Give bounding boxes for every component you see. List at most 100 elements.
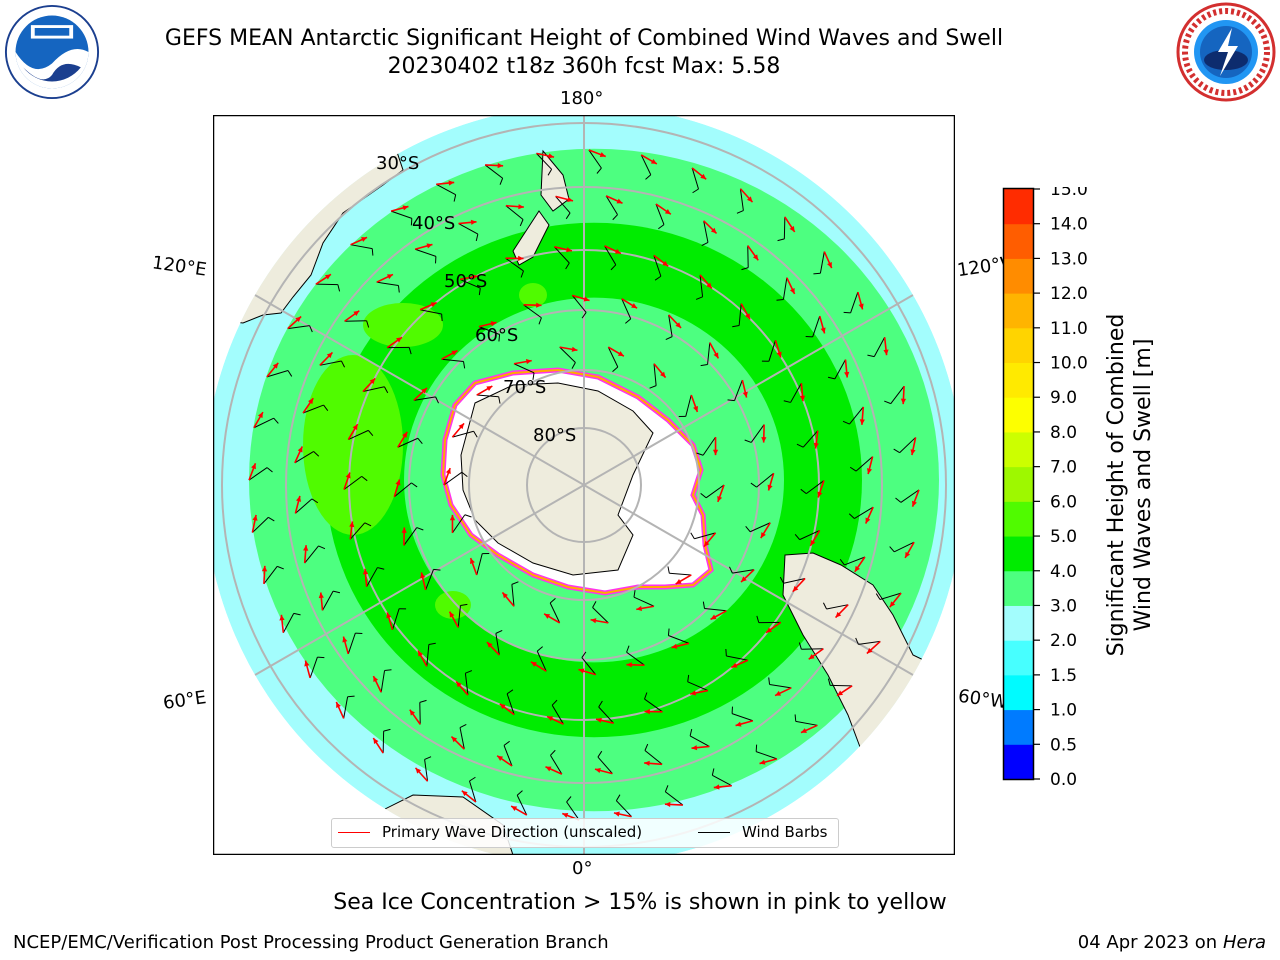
wind-barb (452, 514, 472, 534)
colorbar-tick-label: 9.0 (1050, 388, 1077, 408)
wind-barb (732, 303, 742, 328)
wind-barb (581, 651, 597, 675)
wave-arrow (362, 377, 376, 393)
wave-arrow (809, 530, 821, 547)
wave-arrow (699, 274, 713, 290)
wave-arrow (251, 514, 258, 533)
wave-arrow (717, 484, 725, 503)
wave-arrow (294, 446, 304, 464)
wind-barb (701, 220, 709, 247)
colorbar-swatch (1004, 640, 1033, 676)
wind-barb (621, 298, 632, 324)
wave-arrow (554, 246, 573, 253)
wind-barb (727, 379, 743, 402)
wind-barb (827, 678, 853, 687)
chart-subtitle: 20230402 t18z 360h fcst Max: 5.58 (387, 54, 781, 79)
wave-arrow (449, 514, 456, 533)
wave-arrow (691, 167, 707, 180)
wind-barb (598, 700, 614, 724)
wind-barb (348, 429, 374, 440)
colorbar-tick-label: 1.0 (1050, 701, 1077, 721)
colorbar-swatch (1004, 258, 1033, 294)
wave-arrow (910, 437, 917, 456)
chart-title: GEFS MEAN Antarctic Significant Height o… (164, 26, 1004, 51)
wind-barb (419, 309, 443, 322)
wave-arrow (536, 152, 555, 159)
colorbar-tick-label: 6.0 (1050, 492, 1077, 512)
wave-arrow (644, 760, 663, 766)
wave-arrow (767, 473, 775, 491)
wind-barb (605, 195, 618, 221)
wind-barb (700, 342, 711, 367)
wave-arrow (765, 621, 782, 634)
wave-arrow (621, 298, 638, 309)
legend-item-wave-direction: Primary Wave Direction (unscaled) (338, 823, 642, 841)
wave-direction-arrows (248, 149, 920, 821)
wave-arrow (760, 522, 771, 539)
wind-barb (664, 785, 684, 806)
wind-barb (744, 424, 765, 443)
wave-arrow (588, 149, 606, 158)
wind-barb (644, 692, 663, 713)
colorbar-tick-label: 5.0 (1050, 527, 1077, 547)
wave-arrow (461, 790, 477, 803)
wave-arrow (342, 636, 350, 655)
legend-wave-swatch (338, 831, 370, 833)
wind-barb (343, 475, 368, 490)
wind-barb (729, 566, 755, 574)
wind-barb (424, 756, 432, 782)
colorbar-frame (1002, 187, 1035, 781)
wind-barb (322, 590, 341, 611)
wave-arrow (712, 437, 719, 456)
wave-arrow (376, 273, 394, 283)
wind-barb (696, 436, 716, 456)
wave-arrow (644, 708, 663, 715)
wave-arrow (559, 346, 578, 352)
wind-barb (695, 274, 704, 300)
wind-barb (266, 370, 293, 378)
legend-barb-swatch (698, 831, 730, 833)
wind-barb (777, 216, 786, 242)
wave-arrow (414, 243, 433, 251)
wave-arrow (302, 397, 314, 414)
wind-barb (559, 346, 576, 369)
wind-barb (387, 346, 412, 355)
wind-barb (536, 646, 547, 672)
wind-barb (304, 545, 326, 564)
wave-arrow (545, 765, 563, 775)
wave-arrow (414, 767, 429, 782)
wave-arrow (287, 315, 302, 330)
wave-arrow (640, 154, 658, 165)
colorbar-ticks: 0.0 0.5 1.0 1.5 2.0 3.0 4.0 5.0 6.0 7.0 8.0 9.0 10.0… (1033, 187, 1088, 787)
wave-arrow (740, 569, 755, 583)
wind-barb (689, 728, 710, 747)
lat-label-40s: 40°S (412, 213, 455, 234)
wave-arrow (419, 301, 437, 311)
colorbar-tick-label: 3.0 (1050, 596, 1077, 616)
lon-label-60e: 60°E (161, 687, 208, 714)
wind-barb (800, 480, 825, 495)
wind-barb (478, 326, 501, 342)
wave-arrow (393, 479, 401, 497)
wind-barb (895, 489, 920, 503)
wind-barb (403, 527, 424, 546)
wind-barb (513, 363, 535, 380)
wind-barb (571, 295, 587, 319)
wind-barb (536, 153, 553, 176)
wave-arrow (741, 379, 748, 398)
colorbar-tick-label: 10.0 (1050, 354, 1088, 374)
wave-arrow (450, 735, 465, 750)
lon-label-180: 180° (560, 88, 604, 109)
wave-arrow (501, 591, 515, 607)
wave-arrow (469, 557, 478, 576)
wind-barb (516, 790, 528, 816)
wind-barb (867, 337, 886, 358)
wave-arrow (792, 577, 806, 593)
wave-arrow (607, 346, 625, 357)
wave-arrow (904, 541, 915, 559)
wind-barb (604, 245, 617, 271)
wave-arrow (883, 337, 889, 356)
wind-barb (390, 210, 413, 226)
wave-height-patch (435, 591, 471, 619)
wind-barb (452, 430, 478, 438)
